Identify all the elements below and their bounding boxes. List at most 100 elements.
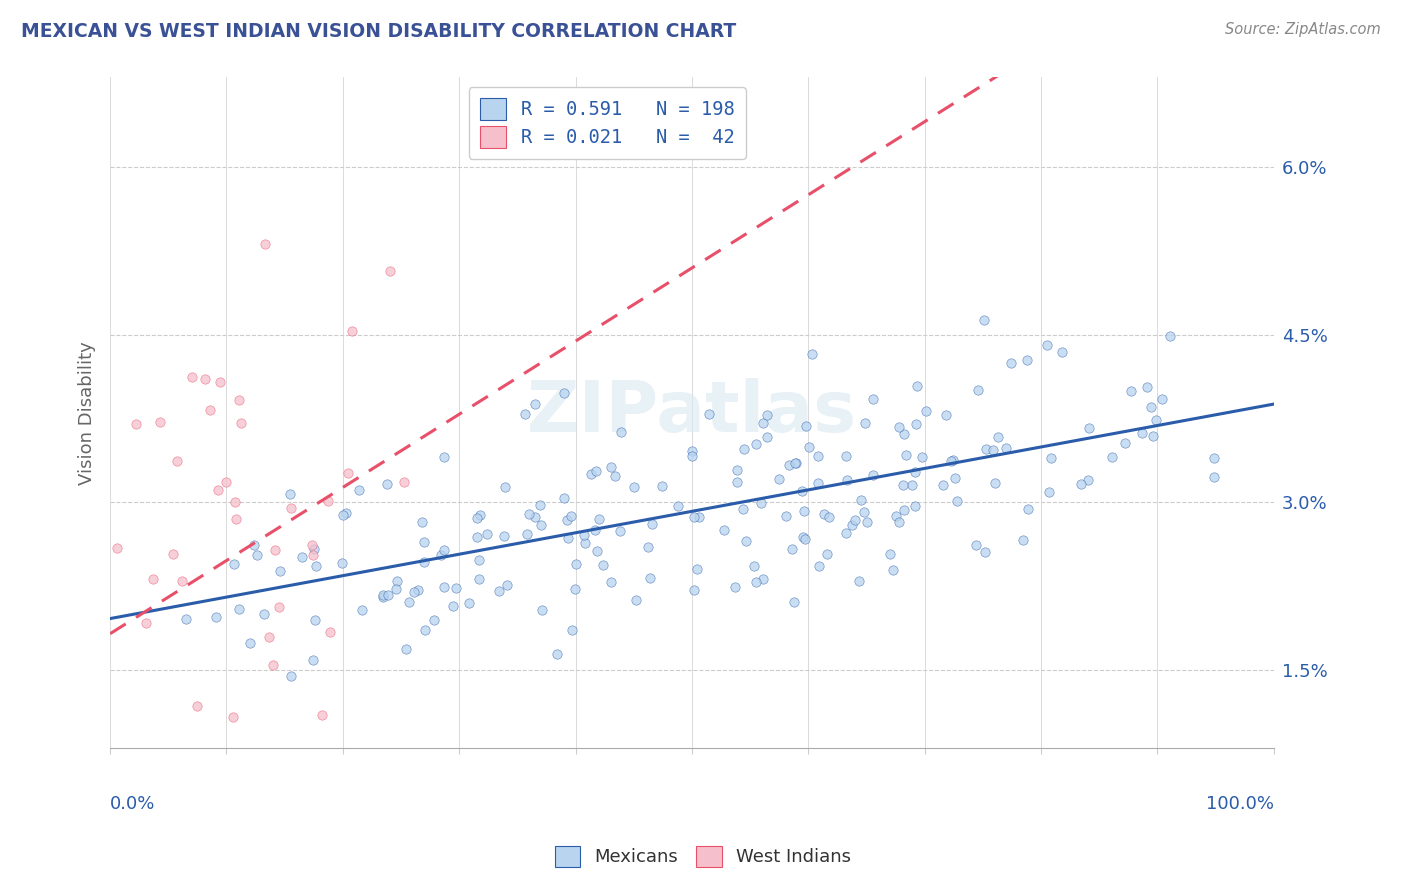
Point <box>1150 392 1173 407</box>
Point <box>553 386 575 401</box>
Point <box>350 603 373 617</box>
Point <box>517 508 540 522</box>
Point <box>1130 425 1153 440</box>
Point <box>524 509 547 524</box>
Text: 0.0%: 0.0% <box>110 796 156 814</box>
Point <box>1144 413 1167 427</box>
Point <box>406 583 429 598</box>
Point <box>1136 380 1159 394</box>
Point <box>1142 428 1164 442</box>
Point <box>882 564 904 578</box>
Point <box>974 442 997 457</box>
Point <box>751 416 773 430</box>
Point <box>302 549 325 563</box>
Point <box>311 707 333 722</box>
Point <box>413 624 436 638</box>
Point <box>981 443 1004 458</box>
Point <box>623 479 645 493</box>
Point <box>475 527 498 541</box>
Point <box>807 449 830 463</box>
Point <box>332 508 354 523</box>
Point <box>1011 533 1033 548</box>
Point <box>792 530 814 544</box>
Point <box>752 572 775 586</box>
Point <box>935 408 957 422</box>
Point <box>688 510 710 524</box>
Point <box>984 476 1007 491</box>
Point <box>749 496 772 510</box>
Point <box>785 456 807 470</box>
Point <box>686 562 709 576</box>
Point <box>208 376 231 390</box>
Point <box>214 475 236 489</box>
Point <box>468 572 491 586</box>
Point <box>905 378 928 392</box>
Point <box>610 425 633 439</box>
Point <box>849 492 872 507</box>
Point <box>465 510 488 524</box>
Point <box>879 548 901 562</box>
Point <box>433 543 456 558</box>
Point <box>894 448 917 462</box>
Point <box>1017 501 1039 516</box>
Point <box>1121 384 1143 399</box>
Point <box>783 595 806 609</box>
Point <box>186 698 208 713</box>
Point <box>488 584 510 599</box>
Point <box>413 555 436 569</box>
Point <box>222 710 245 724</box>
Point <box>404 585 426 599</box>
Point <box>465 530 488 544</box>
Point <box>280 500 302 515</box>
Point <box>1139 401 1161 415</box>
Point <box>699 408 721 422</box>
Point <box>1204 450 1226 465</box>
Point <box>756 408 779 422</box>
Text: ZIPatlas: ZIPatlas <box>527 378 856 448</box>
Point <box>557 531 579 545</box>
Point <box>638 571 661 585</box>
Point <box>135 615 157 630</box>
Point <box>433 450 456 464</box>
Point <box>682 510 704 524</box>
Point <box>775 508 797 523</box>
Point <box>243 538 266 552</box>
Point <box>204 610 226 624</box>
Point <box>1017 353 1039 368</box>
Point <box>207 483 229 498</box>
Point <box>1035 338 1057 352</box>
Point <box>904 499 927 513</box>
Point <box>853 505 876 519</box>
Point <box>1114 436 1136 450</box>
Point <box>392 475 415 489</box>
Point <box>224 495 246 509</box>
Point <box>377 477 399 491</box>
Point <box>1159 329 1181 343</box>
Point <box>733 502 755 516</box>
Point <box>1101 450 1123 465</box>
Text: MEXICAN VS WEST INDIAN VISION DISABILITY CORRELATION CHART: MEXICAN VS WEST INDIAN VISION DISABILITY… <box>21 22 737 41</box>
Point <box>301 538 323 552</box>
Legend: Mexicans, West Indians: Mexicans, West Indians <box>548 838 858 874</box>
Point <box>742 558 765 573</box>
Point <box>387 574 409 588</box>
Point <box>142 572 165 586</box>
Point <box>269 565 291 579</box>
Point <box>579 467 602 482</box>
Point <box>641 516 664 531</box>
Point <box>965 538 987 552</box>
Point <box>943 471 966 485</box>
Point <box>107 541 129 556</box>
Point <box>280 669 302 683</box>
Point <box>807 476 830 491</box>
Point <box>844 513 866 527</box>
Point <box>725 463 748 477</box>
Point <box>330 556 353 570</box>
Point <box>904 417 927 431</box>
Point <box>280 487 302 501</box>
Point <box>725 475 748 489</box>
Point <box>681 450 703 464</box>
Point <box>755 430 778 444</box>
Point <box>1000 356 1022 370</box>
Point <box>467 553 489 567</box>
